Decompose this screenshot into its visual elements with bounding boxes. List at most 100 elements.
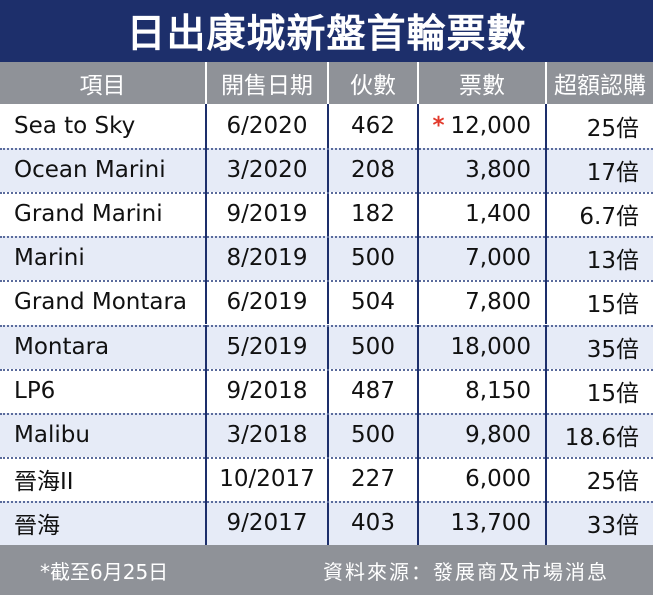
cell-project-text: Grand Marini (14, 201, 163, 228)
cell-project-text: 晉海 (14, 512, 60, 539)
cell-tickets: 1,400 (417, 192, 545, 237)
table-title: 日出康城新盤首輪票數 (0, 0, 653, 62)
cell-sale-date-text: 9/2019 (226, 201, 308, 228)
cell-tickets: * 12,000 (417, 104, 545, 149)
cell-sale-date-text: 10/2017 (219, 465, 315, 492)
cell-oversubscription: 6.7倍 (545, 192, 653, 237)
cell-units-text: 227 (351, 465, 395, 492)
cell-oversubscription: 17倍 (545, 148, 653, 193)
cell-units: 227 (327, 456, 417, 501)
cell-tickets-text: 12,000 (450, 113, 531, 140)
cell-tickets: 3,800 (417, 148, 545, 193)
cell-oversubscription: 15倍 (545, 280, 653, 325)
row-divider (0, 368, 653, 371)
data-source: 資料來源：發展商及市場消息 (323, 559, 609, 584)
cell-project: 晉海II (0, 457, 205, 501)
row-divider (0, 192, 653, 195)
cell-oversubscription-text: 15倍 (586, 292, 639, 319)
cell-units-text: 182 (351, 201, 395, 228)
table-row: Grand Marini 9/2019 182 1,400 6.7倍 (0, 192, 653, 237)
cell-project-text: Montara (14, 333, 110, 360)
cell-oversubscription-text: 13倍 (586, 248, 639, 275)
cell-project-text: Marini (14, 245, 85, 272)
cell-tickets-text: 6,000 (465, 465, 531, 492)
row-divider (0, 324, 653, 327)
cell-tickets-text: 3,800 (465, 157, 531, 184)
row-divider (0, 280, 653, 283)
cell-oversubscription-text: 25倍 (586, 468, 639, 495)
cell-oversubscription-text: 6.7倍 (579, 204, 639, 231)
cell-tickets-text: 13,700 (450, 509, 531, 536)
cell-sale-date: 3/2020 (205, 148, 327, 193)
header-oversubscription: 超額認購 (545, 62, 653, 104)
table-row: 晉海II 10/2017 227 6,000 25倍 (0, 456, 653, 501)
cell-oversubscription: 25倍 (545, 104, 653, 149)
cell-units: 208 (327, 148, 417, 193)
cell-units-text: 504 (351, 289, 395, 316)
cell-oversubscription-text: 17倍 (586, 160, 639, 187)
cell-project: Montara (0, 325, 205, 369)
cell-oversubscription: 13倍 (545, 236, 653, 281)
cell-tickets: 13,700 (417, 500, 545, 545)
table-row: 晉海 9/2017 403 13,700 33倍 (0, 500, 653, 545)
cell-tickets-text: 7,000 (465, 245, 531, 272)
cell-tickets-text: 1,400 (465, 201, 531, 228)
cell-project: Grand Marini (0, 192, 205, 236)
cell-units: 182 (327, 192, 417, 237)
cell-project: Sea to Sky (0, 104, 205, 148)
table-row: Montara 5/2019 500 18,000 35倍 (0, 324, 653, 369)
cell-units: 462 (327, 104, 417, 149)
cell-sale-date-text: 3/2020 (226, 157, 308, 184)
cell-units-text: 500 (351, 421, 395, 448)
cell-sale-date: 10/2017 (205, 456, 327, 501)
table-footer: *截至6月25日 資料來源：發展商及市場消息 (0, 545, 653, 595)
cell-tickets-text: 18,000 (450, 333, 531, 360)
header-units: 伙數 (327, 62, 417, 104)
cell-tickets: 9,800 (417, 412, 545, 457)
cell-tickets: 6,000 (417, 456, 545, 501)
cell-units: 500 (327, 324, 417, 369)
cell-oversubscription-text: 18.6倍 (564, 424, 639, 451)
cell-units: 500 (327, 412, 417, 457)
cell-oversubscription: 35倍 (545, 324, 653, 369)
cell-tickets-text: 8,150 (465, 377, 531, 404)
cell-units-text: 403 (351, 509, 395, 536)
cell-project-text: Grand Montara (14, 289, 188, 316)
cell-units-text: 487 (351, 377, 395, 404)
asterisk-marker: * (432, 113, 445, 140)
cell-sale-date-text: 6/2020 (226, 113, 308, 140)
cell-project-text: Sea to Sky (14, 113, 136, 140)
cell-tickets: 7,800 (417, 280, 545, 325)
cell-units: 403 (327, 500, 417, 545)
cell-project-text: Malibu (14, 421, 90, 448)
cell-oversubscription-text: 15倍 (586, 380, 639, 407)
cell-project-text: 晉海II (14, 468, 74, 495)
cell-sale-date: 9/2018 (205, 368, 327, 413)
cell-project: Ocean Marini (0, 148, 205, 192)
cell-project: 晉海 (0, 501, 205, 545)
cell-project: LP6 (0, 369, 205, 413)
footnote: *截至6月25日 (40, 559, 169, 584)
cell-oversubscription-text: 35倍 (586, 336, 639, 363)
header-tickets: 票數 (417, 62, 545, 104)
cell-sale-date-text: 8/2019 (226, 245, 308, 272)
row-divider (0, 236, 653, 239)
header-sale-date: 開售日期 (205, 62, 327, 104)
cell-sale-date: 8/2019 (205, 236, 327, 281)
table-row: Marini 8/2019 500 7,000 13倍 (0, 236, 653, 281)
row-divider (0, 412, 653, 415)
cell-sale-date: 5/2019 (205, 324, 327, 369)
cell-oversubscription: 25倍 (545, 456, 653, 501)
cell-project-text: LP6 (14, 377, 56, 404)
table-row: Ocean Marini 3/2020 208 3,800 17倍 (0, 148, 653, 193)
cell-units-text: 208 (351, 157, 395, 184)
cell-oversubscription: 18.6倍 (545, 412, 653, 457)
table-row: Sea to Sky 6/2020 462 * 12,000 25倍 (0, 104, 653, 149)
cell-tickets: 7,000 (417, 236, 545, 281)
header-project: 項目 (79, 73, 126, 99)
cell-units-text: 462 (351, 113, 395, 140)
cell-oversubscription: 15倍 (545, 368, 653, 413)
cell-project-text: Ocean Marini (14, 157, 166, 184)
cell-units: 487 (327, 368, 417, 413)
